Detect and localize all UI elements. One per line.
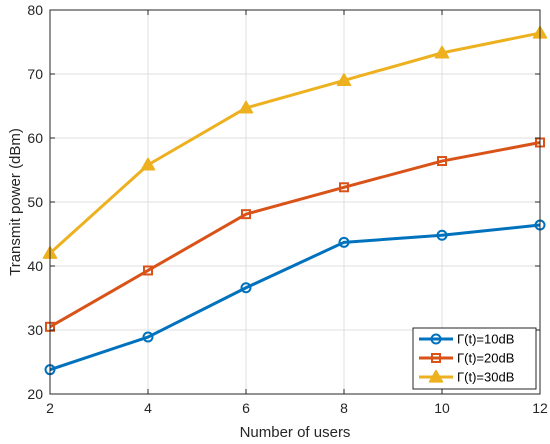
axis-ticks: 2 4 6 8 10 12 20 30 40 50 60 70 80 [27,2,548,416]
legend-label: Γ(t)=20dB [457,351,514,366]
legend-entry: Γ(t)=30dB [419,370,514,385]
y-tick-label: 20 [27,386,43,402]
legend-label: Γ(t)=10dB [457,332,514,347]
data-point [241,209,251,220]
series-line [49,223,541,372]
x-tick-label: 2 [46,400,54,416]
y-tick-label: 70 [27,66,43,82]
data-point [338,236,350,248]
series-3 [42,25,548,259]
legend-label: Γ(t)=30dB [457,370,514,385]
data-point [238,100,254,114]
x-tick-label: 6 [242,400,250,416]
legend: Γ(t)=10dB Γ(t)=20dB Γ(t)=30dB [412,327,537,390]
x-tick-label: 8 [340,400,348,416]
data-point [339,182,349,193]
legend-entry: Γ(t)=20dB [419,351,514,366]
x-tick-label: 10 [434,400,450,416]
data-point [336,73,352,87]
y-tick-label: 30 [27,322,43,338]
data-point [142,331,154,343]
series-line [49,141,541,329]
series-line [48,31,541,255]
data-point [240,282,252,294]
legend-marker [431,353,441,363]
y-tick-label: 60 [27,130,43,146]
data-point [436,229,448,241]
x-tick-label: 4 [144,400,152,416]
data-point [143,265,153,276]
data-point [437,156,447,167]
y-axis-title: Transmit power (dBm) [7,128,24,276]
data-point [140,157,156,171]
data-point [434,45,450,59]
y-tick-label: 40 [27,258,43,274]
legend-marker [430,333,442,345]
legend-marker [428,369,444,383]
x-tick-label: 12 [532,400,548,416]
x-axis-title: Number of users [240,424,351,441]
y-tick-label: 50 [27,194,43,210]
series-layer [42,25,548,376]
y-tick-label: 80 [27,2,43,18]
legend-entry: Γ(t)=10dB [419,332,514,347]
